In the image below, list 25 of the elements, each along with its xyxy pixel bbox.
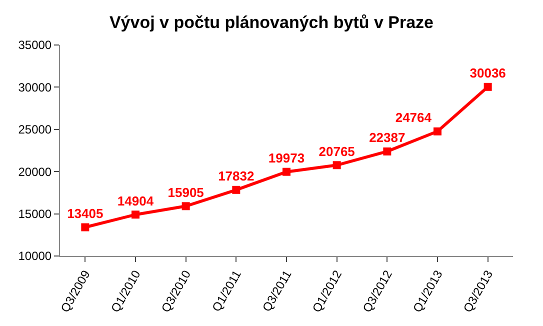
point	[132, 210, 140, 219]
data-label: 30036	[470, 66, 506, 81]
point	[484, 82, 492, 91]
point	[434, 127, 442, 136]
data-label: 24764	[395, 110, 432, 126]
y-tick-label: 35000	[18, 38, 52, 52]
point	[232, 186, 240, 194]
point	[282, 168, 290, 176]
point	[383, 147, 392, 156]
y-tick-label: 25000	[18, 122, 52, 137]
point	[81, 223, 90, 232]
y-tick-label: 20000	[18, 164, 52, 179]
point	[332, 161, 341, 170]
data-label: 20765	[318, 144, 355, 159]
y-tick-label: 10000	[18, 249, 52, 264]
y-tick-label: 15000	[18, 207, 52, 221]
y-tick-label: 30000	[18, 80, 52, 94]
data-label: 19973	[268, 150, 305, 166]
data-label: 14904	[117, 193, 154, 208]
chart-title: Vývoj v počtu plánovaných bytů v Praze	[109, 13, 434, 32]
data-label: 17832	[218, 168, 254, 184]
point	[182, 202, 190, 210]
data-label: 22387	[369, 130, 406, 146]
data-label: 13405	[67, 206, 104, 222]
data-label: 15905	[168, 184, 204, 200]
